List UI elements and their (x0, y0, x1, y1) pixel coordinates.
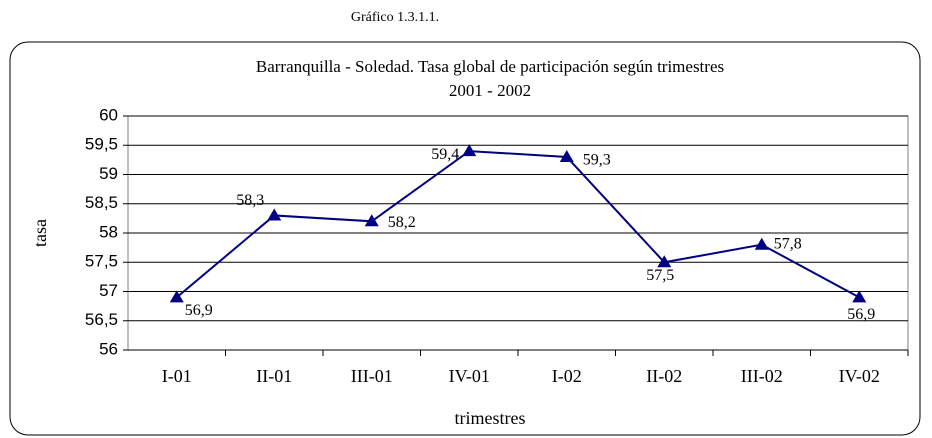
marker (462, 144, 477, 157)
caption: Gráfico 1.3.1.1. (351, 10, 439, 25)
y-tick-label: 56 (99, 339, 118, 358)
data-label: 58,2 (388, 214, 416, 231)
data-label: 57,5 (646, 267, 674, 284)
y-tick-label: 56,5 (85, 310, 118, 329)
data-label: 59,3 (583, 152, 611, 169)
y-tick-label: 58 (99, 222, 118, 241)
chart-title: Barranquilla - Soledad. Tasa global de p… (256, 57, 724, 76)
x-tick-label: II-02 (646, 366, 682, 386)
data-label: 57,8 (774, 235, 802, 252)
marker (364, 214, 379, 227)
x-tick-label: I-01 (162, 366, 192, 386)
x-tick-label: II-01 (256, 366, 292, 386)
chart-subtitle: 2001 - 2002 (449, 81, 531, 100)
chart-border (9, 41, 921, 436)
y-tick-label: 59,5 (85, 135, 118, 154)
y-tick-label: 57 (99, 281, 118, 300)
marker (852, 290, 867, 303)
data-label: 56,9 (185, 302, 213, 319)
data-label: 56,9 (847, 306, 875, 323)
y-axis-title: tasa (30, 219, 50, 247)
data-label: 58,3 (236, 192, 264, 209)
x-tick-label: III-02 (741, 366, 783, 386)
line (176, 150, 860, 299)
marker (169, 290, 184, 303)
x-tick-label: IV-01 (449, 366, 490, 386)
marker (754, 237, 769, 250)
marker (657, 255, 672, 268)
marker (559, 149, 574, 162)
y-tick-label: 59 (99, 164, 118, 183)
x-tick-label: IV-02 (839, 366, 880, 386)
data-label: 59,4 (431, 146, 459, 163)
x-tick-label: I-02 (552, 366, 582, 386)
x-tick-label: III-01 (351, 366, 393, 386)
y-tick-label: 57,5 (85, 252, 118, 271)
marker (267, 208, 282, 221)
y-tick-label: 58,5 (85, 193, 118, 212)
x-axis-title: trimestres (455, 408, 526, 428)
y-tick-label: 60 (99, 105, 118, 124)
